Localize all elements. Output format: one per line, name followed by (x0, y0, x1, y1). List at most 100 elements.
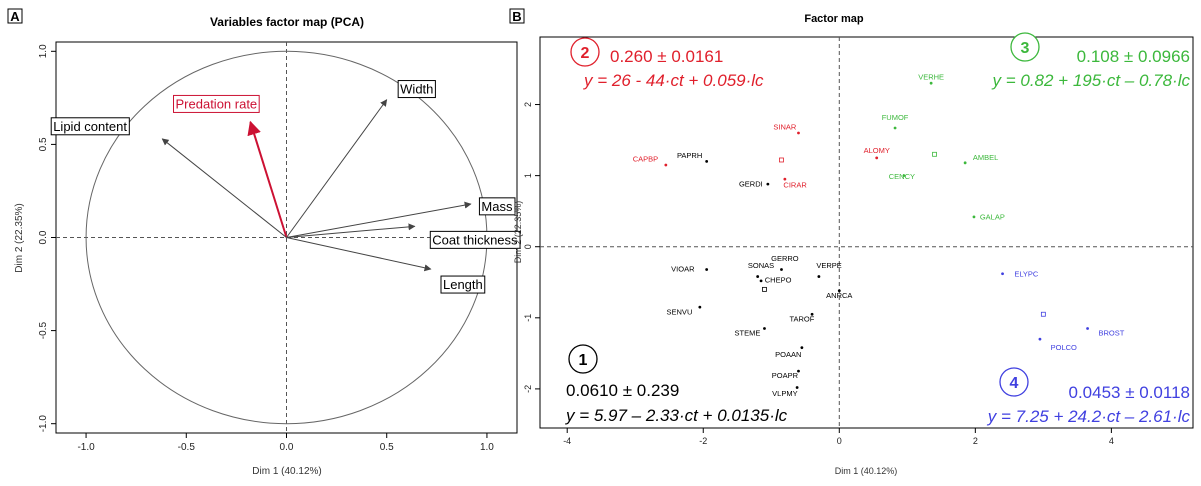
point-label: SENVU (667, 307, 693, 316)
x-tick-label-a: 0.0 (280, 442, 294, 453)
point (797, 369, 800, 373)
vector-arrow (161, 138, 287, 238)
point (1001, 272, 1004, 276)
y-axis-label-a: Dim 2 (22.35%) (14, 203, 25, 272)
point (797, 131, 800, 135)
group-equation: y = 0.82 + 195·ct – 0.78·lc (991, 71, 1190, 90)
vector-arrow (286, 223, 416, 238)
group-number-badge (570, 37, 600, 67)
point-label: VERHE (918, 73, 944, 82)
vectors-a: Width Predation rate Lipid content Mass Coat… (50, 80, 521, 294)
vector-label-text: Predation rate (176, 96, 258, 111)
vector-label-text: Mass (481, 199, 513, 214)
vector-label-text: Length (443, 277, 483, 292)
point-label: FUMOF (882, 113, 909, 122)
ticks-a: -1.0 -0.5 0.0 0.5 1.0 -1.0 -0.5 0.0 0.5 1.0 (38, 44, 494, 453)
point (759, 279, 763, 283)
point (902, 174, 906, 178)
point (664, 163, 668, 167)
x-tick-label-b: -4 (563, 436, 571, 446)
point-label: VLPMY (772, 389, 797, 398)
y-axis-label-b: Dim 2 (22.35%) (513, 201, 523, 264)
point (875, 156, 879, 160)
point (810, 312, 814, 316)
point (817, 275, 821, 278)
point (972, 215, 976, 219)
group-equation: y = 26 - 44·ct + 0.059·lc (583, 71, 764, 90)
axes-b (540, 37, 1193, 428)
group-stat: 0.108 ± 0.0966 (1077, 47, 1190, 66)
point (705, 268, 709, 271)
group-annotation: 1 0.0610 ± 0.239 y = 5.97 – 2.33·ct + 0.01… (565, 344, 788, 425)
vector-label: Mass (478, 197, 516, 216)
point-label: POAAN (775, 350, 801, 359)
y-tick-label-b: 2 (523, 102, 533, 107)
vector-arrow (286, 201, 472, 238)
x-tick-label-b: 2 (973, 436, 978, 446)
group-centroid (1040, 311, 1046, 317)
group-centroid (779, 157, 784, 163)
point (893, 126, 897, 130)
point-label: SONAS (748, 261, 774, 270)
point-label: GALAP (980, 213, 1005, 222)
group-annotation: 4 0.0453 ± 0.0118 y = 7.25 + 24.2·ct – 2.6… (987, 367, 1190, 426)
point (698, 305, 702, 309)
x-tick-label-b: 4 (1109, 436, 1114, 446)
group-annotations: 1 0.0610 ± 0.239 y = 5.97 – 2.33·ct + 0.01… (565, 32, 1190, 426)
vector-label-text: Coat thickness (432, 232, 518, 247)
vector-label-box (429, 230, 521, 249)
point-label: BROST (1098, 329, 1124, 338)
panel-b-letter-box (509, 8, 525, 24)
point (837, 289, 841, 293)
vector-arrow (286, 237, 432, 272)
plot-frame-b (539, 36, 1194, 429)
group-stat: 0.0610 ± 0.239 (566, 381, 679, 400)
x-tick-label-a: 1.0 (480, 442, 494, 453)
vector-label: Lipid content (50, 117, 130, 136)
chart-title-a: Variables factor map (PCA) (210, 15, 364, 29)
x-axis-label-b: Dim 1 (40.12%) (835, 466, 898, 476)
group-stat: 0.260 ± 0.0161 (610, 47, 723, 66)
panel-a-letter-box (7, 8, 23, 24)
point (763, 327, 766, 330)
point (800, 346, 804, 350)
vector-label-text: Width (400, 82, 433, 97)
point-label: CAPBP (633, 154, 658, 163)
points-b: CAPBP PAPRH SINAR GERDI CIRAR VIOAR SONASGERRO… (633, 73, 1125, 398)
x-axis-label-a: Dim 1 (40.12%) (252, 466, 321, 477)
vector-label: Predation rate (173, 94, 260, 113)
point-label: GERRO (771, 254, 799, 263)
point (1038, 337, 1042, 341)
vector-label-box (173, 94, 260, 113)
point-label: CIRAR (783, 181, 807, 190)
group-number-badge (999, 367, 1029, 397)
point (766, 182, 770, 186)
vector-label-text: Lipid content (53, 119, 127, 134)
point-label: PAPRH (677, 151, 702, 160)
point (963, 161, 967, 165)
point (705, 160, 709, 163)
vector-label: Length (440, 275, 486, 294)
point-label: ELYPC (1014, 270, 1039, 279)
x-tick-label-a: -0.5 (178, 442, 196, 453)
vector-label-box (478, 197, 516, 216)
y-tick-label-a: 1.0 (38, 44, 49, 58)
point (795, 386, 799, 389)
group-equation: y = 5.97 – 2.33·ct + 0.0135·lc (565, 406, 788, 425)
group-centroid (932, 151, 937, 157)
point-label: AMBEL (973, 153, 998, 162)
point-label: VERPE (816, 261, 841, 270)
vector-arrow (286, 99, 388, 238)
y-tick-label-b: 1 (523, 173, 533, 178)
y-tick-label-b: -2 (523, 385, 533, 393)
vector-label-box (50, 117, 130, 136)
y-tick-label-b: -1 (523, 314, 533, 322)
group-number: 4 (1010, 375, 1019, 392)
point-label: ALOMY (864, 146, 890, 155)
point-label: TAROF (789, 314, 814, 323)
vector-label: Coat thickness (429, 230, 521, 249)
group-centroid (762, 286, 767, 292)
point-label: ANRCA (826, 291, 852, 300)
y-tick-label-a: -0.5 (38, 322, 49, 340)
